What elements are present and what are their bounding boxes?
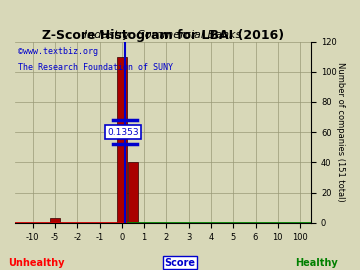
Text: The Research Foundation of SUNY: The Research Foundation of SUNY [18,63,173,72]
Text: Score: Score [165,258,195,268]
Bar [117,57,127,223]
Bar [128,162,138,223]
Bar [50,218,60,223]
Text: ©www.textbiz.org: ©www.textbiz.org [18,47,98,56]
Title: Z-Score Histogram for LBAI (2016): Z-Score Histogram for LBAI (2016) [42,29,284,42]
Y-axis label: Number of companies (151 total): Number of companies (151 total) [336,62,345,202]
Text: Unhealthy: Unhealthy [8,258,64,268]
Text: 0.1353: 0.1353 [107,128,139,137]
Text: Healthy: Healthy [296,258,338,268]
Text: Industry: Commercial Banks: Industry: Commercial Banks [85,30,242,40]
